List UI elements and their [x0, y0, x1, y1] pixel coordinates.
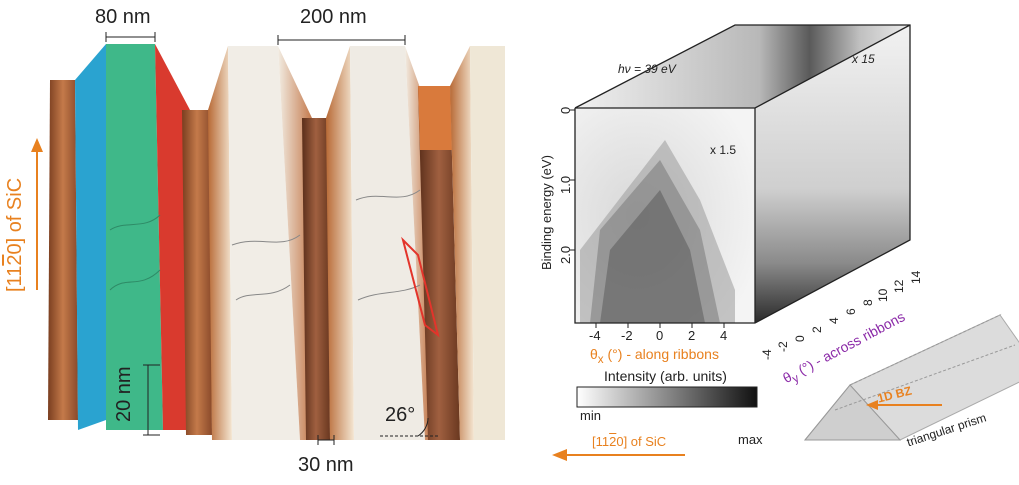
colorbar-min-label: min: [580, 408, 601, 423]
afm-terrace-2: [228, 46, 300, 440]
afm-unit-cell-marker: [401, 236, 440, 338]
afm-facet-3a: [326, 46, 354, 440]
afm-green-facet: [106, 44, 163, 430]
colorbar-max-label: max: [738, 432, 763, 447]
afm-facet-4a: [450, 46, 474, 440]
photon-energy-label: hν = 39 eV: [618, 62, 676, 76]
x-tick-3: 2: [688, 328, 696, 343]
z-tick-1: -2: [776, 341, 790, 352]
afm-blue-facet: [75, 44, 106, 430]
afm-terrace-4: [470, 46, 505, 440]
angle-label: 26°: [385, 404, 416, 426]
x-tick-0: -4: [589, 328, 601, 343]
x-tick-1: -2: [621, 328, 633, 343]
y-tick-1: 1.0: [558, 175, 573, 194]
height-label-20nm: 20 nm: [113, 366, 135, 422]
arpes-cube: [570, 24, 911, 328]
z-tick-9: 14: [909, 270, 923, 284]
x-tick-4: 4: [720, 328, 728, 343]
y-axis-label: Binding energy (eV): [539, 155, 554, 270]
z-tick-7: 10: [876, 288, 890, 302]
front-scale-label: x 1.5: [710, 143, 737, 157]
afm-facet-2a: [208, 46, 232, 440]
y-tick-0: 0: [558, 106, 573, 114]
z-tick-5: 6: [844, 308, 858, 315]
sic-direction-label-horizontal: [1120] of SiC: [592, 434, 667, 449]
afm-trench-wall-2: [182, 110, 212, 435]
sic-direction-arrow-vertical: [31, 138, 43, 290]
top-scale-label: x 15: [852, 52, 875, 66]
width-label-200nm: 200 nm: [300, 6, 367, 28]
arpes-side-face: [755, 25, 910, 323]
z-tick-6: 8: [861, 299, 875, 306]
z-tick-2: 0: [793, 335, 807, 342]
x-tick-2: 0: [656, 328, 664, 343]
triangular-prism: [803, 313, 1019, 441]
afm-trench-wall-3: [302, 118, 330, 440]
x-axis-label: θx (°) - along ribbons: [590, 346, 719, 366]
colorbar-title: Intensity (arb. units): [604, 368, 727, 384]
width-label-30nm: 30 nm: [298, 454, 354, 476]
afm-trench-wall-4: [418, 86, 460, 440]
afm-dimension-lines: [105, 32, 440, 445]
z-tick-4: 4: [827, 317, 841, 324]
arpes-top-face: [575, 25, 910, 108]
afm-3d-surface: [48, 44, 505, 440]
afm-terrace-3: [350, 46, 425, 440]
z-tick-0: -4: [760, 349, 774, 360]
afm-orange-cap: [418, 86, 452, 150]
sic-direction-label-vertical: [1120] of SiC: [4, 177, 26, 292]
intensity-colorbar: [576, 386, 758, 408]
sic-direction-arrow-horizontal: [552, 449, 685, 461]
width-label-80nm: 80 nm: [95, 6, 151, 28]
y-tick-2: 2.0: [558, 245, 573, 264]
z-tick-8: 12: [892, 279, 906, 293]
z-tick-3: 2: [810, 326, 824, 333]
afm-trench-wall-1: [48, 80, 78, 420]
